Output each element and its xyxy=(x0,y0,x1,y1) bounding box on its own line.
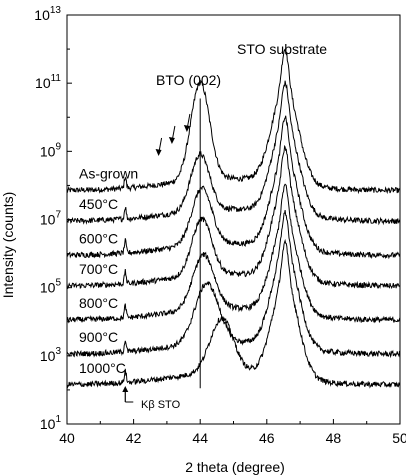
down-arrow-head xyxy=(168,137,175,144)
down-arrow-head xyxy=(155,149,162,156)
series-label: 700°C xyxy=(79,261,118,277)
sto-substrate-label: STO substrate xyxy=(237,41,327,57)
series-label: 800°C xyxy=(79,295,118,311)
down-arrow-head xyxy=(183,125,190,132)
series-label: 600°C xyxy=(79,230,118,246)
y-tick-label: 101 xyxy=(40,414,62,432)
series-line xyxy=(66,183,401,324)
y-tick-label: 105 xyxy=(40,278,62,296)
series-line xyxy=(66,238,401,389)
series-line xyxy=(66,115,401,260)
series-line xyxy=(66,80,401,226)
series-line xyxy=(66,48,401,195)
x-axis-ticks: 40 42 44 46 48 50 xyxy=(59,419,406,446)
x-tick-label: 48 xyxy=(326,430,342,446)
series-line xyxy=(66,144,401,290)
y-tick-label: 109 xyxy=(40,141,62,159)
series-labels: As-grown 450°C 600°C 700°C 800°C 900°C 1000°C xyxy=(79,166,138,376)
x-tick-label: 46 xyxy=(259,430,275,446)
x-tick-label: 44 xyxy=(192,430,208,446)
series-label: As-grown xyxy=(79,166,138,182)
x-axis-title: 2 theta (degree) xyxy=(185,459,285,475)
y-tick-label: 103 xyxy=(40,346,62,364)
x-tick-label: 50 xyxy=(392,430,406,446)
y-axis-ticks: 101 103 105 107 109 1011 1013 xyxy=(34,5,72,432)
series-label: 900°C xyxy=(79,329,118,345)
y-tick-label: 1011 xyxy=(35,73,61,91)
x-tick-label: 42 xyxy=(126,430,142,446)
annotations: BTO (002) STO substrate Kβ STO xyxy=(122,41,327,411)
y-tick-label: 107 xyxy=(40,210,62,228)
series-label: 1000°C xyxy=(79,360,126,376)
kbeta-arrow-head xyxy=(122,386,129,392)
series-label: 450°C xyxy=(79,196,118,212)
kbeta-label: Kβ STO xyxy=(141,399,181,411)
y-tick-label: 1013 xyxy=(34,5,61,23)
x-tick-label: 40 xyxy=(59,430,75,446)
bto-peak-label: BTO (002) xyxy=(156,72,221,88)
curves-group xyxy=(66,48,401,389)
y-axis-title: Intensity (counts) xyxy=(0,192,16,299)
